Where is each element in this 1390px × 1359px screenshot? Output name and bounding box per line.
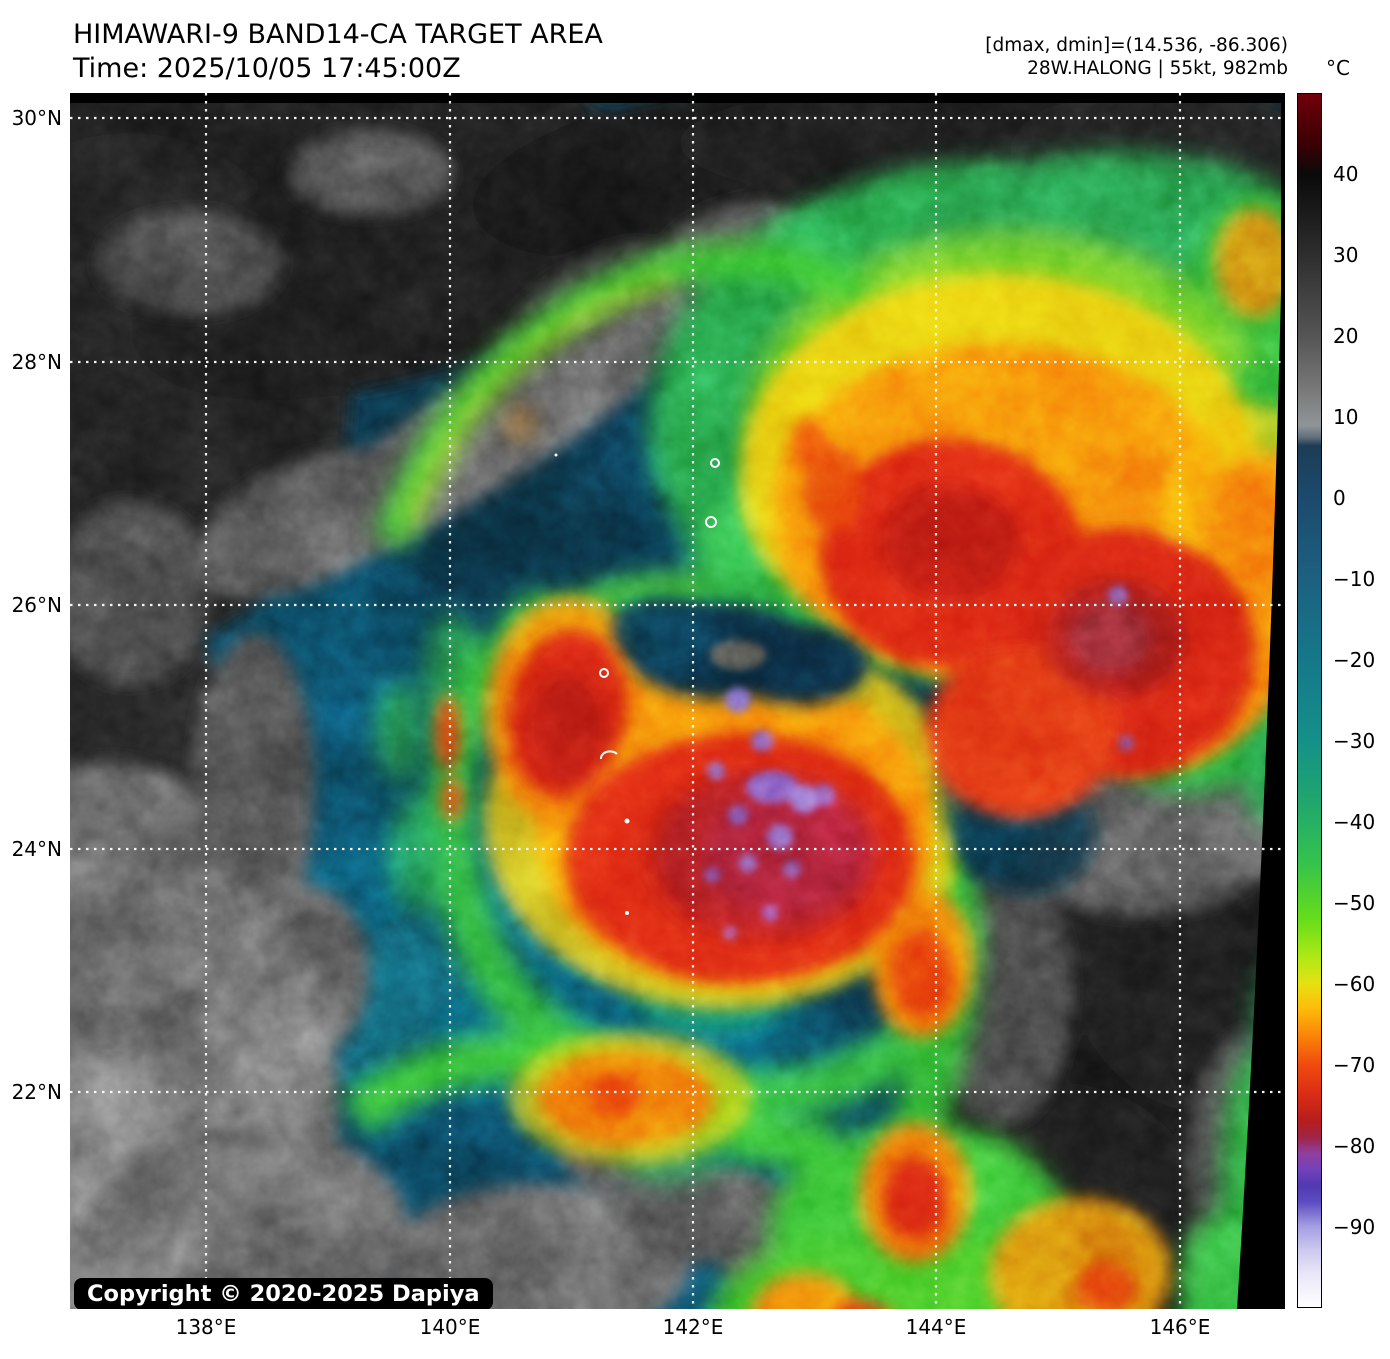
dmax-dmin-readout: [dmax, dmin]=(14.536, -86.306) [985,35,1288,56]
colorbar-tick-30: 30 [1333,243,1359,267]
scan-edge-layer [70,93,1285,1309]
lat-label-24n: 24°N [11,837,62,861]
title-block: HIMAWARI-9 BAND14-CA TARGET AREA Time: 2… [73,18,603,86]
info-block: [dmax, dmin]=(14.536, -86.306) 28W.HALON… [985,34,1288,80]
lon-label-146e: 146°E [1149,1315,1211,1339]
colorbar-unit-label: °C [1326,56,1350,80]
lon-label-140e: 140°E [419,1315,481,1339]
satellite-map: Copyright © 2020-2025 Dapiya [70,93,1285,1309]
temperature-colorbar [1297,93,1322,1308]
colorbar-tick-m60: −60 [1333,972,1376,996]
colorbar-tick-m50: −50 [1333,891,1376,915]
lon-label-144e: 144°E [905,1315,967,1339]
lat-label-26n: 26°N [11,593,62,617]
lon-label-138e: 138°E [175,1315,237,1339]
coastline-layer [554,453,720,915]
colorbar-tick-10: 10 [1333,405,1359,429]
colorbar-tick-m80: −80 [1333,1134,1376,1158]
lon-label-142e: 142°E [662,1315,724,1339]
colorbar-tick-m10: −10 [1333,567,1376,591]
graticule [70,93,1285,1309]
page-title: HIMAWARI-9 BAND14-CA TARGET AREA [73,19,603,50]
colorbar-tick-m90: −90 [1333,1215,1376,1239]
colorbar-tick-20: 20 [1333,324,1359,348]
satellite-image [70,93,1285,1309]
storm-info: 28W.HALONG | 55kt, 982mb [1027,58,1288,79]
copyright-badge: Copyright © 2020-2025 Dapiya [74,1278,493,1309]
lat-label-30n: 30°N [11,106,62,130]
colorbar-tick-40: 40 [1333,162,1359,186]
lat-label-22n: 22°N [11,1080,62,1104]
colorbar-tick-0: 0 [1333,486,1346,510]
timestamp: Time: 2025/10/05 17:45:00Z [73,53,461,84]
colorbar-tick-m20: −20 [1333,648,1376,672]
colorbar-tick-m30: −30 [1333,729,1376,753]
cloud-texture-fine [70,93,1285,1309]
colorbar-tick-m70: −70 [1333,1053,1376,1077]
lat-label-28n: 28°N [11,350,62,374]
colorbar-tick-m40: −40 [1333,810,1376,834]
